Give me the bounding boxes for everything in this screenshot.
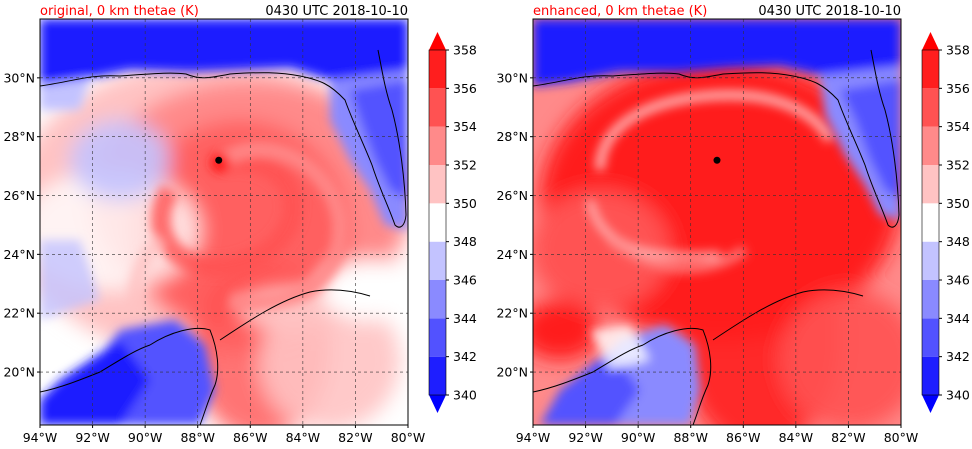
panel-original: original, 0 km thetae (K) 0430 UTC 2018-… [3, 4, 425, 445]
lon-tick-label: 82°W [831, 430, 866, 445]
colorbar-extend-high [922, 32, 939, 50]
colorbar-bin [429, 280, 446, 319]
colorbar-tick-label: 352 [946, 158, 970, 173]
colorbar-enhanced: 340 342 344 346 348 350 352 354 356 358 [921, 32, 970, 413]
colorbar-bin [429, 241, 446, 280]
panel-enhanced: enhanced, 0 km thetae (K) 0430 UTC 2018-… [496, 4, 919, 445]
colorbar-tick-label: 350 [453, 196, 477, 211]
colorbar-tick-label: 346 [453, 273, 477, 288]
panel-timestamp: 0430 UTC 2018-10-10 [758, 4, 901, 19]
colorbar-bin [429, 165, 446, 204]
lon-tick-label: 82°W [338, 430, 373, 445]
colorbar-bin [922, 88, 939, 127]
lon-axis: 94°W 92°W 90°W 88°W 86°W 84°W 82°W 80°W [516, 425, 919, 445]
map-frame [532, 18, 902, 426]
colorbar-tick-label: 342 [453, 349, 477, 364]
colorbar-tick-label: 356 [946, 81, 970, 96]
colorbar-extend-low [922, 395, 939, 413]
lat-tick-label: 20°N [496, 365, 528, 380]
lat-tick-label: 30°N [496, 70, 528, 85]
storm-center-marker [215, 156, 223, 164]
lat-tick-label: 22°N [496, 306, 528, 321]
colorbar-tick-label: 348 [453, 234, 477, 249]
lon-tick-label: 86°W [726, 430, 761, 445]
panel-timestamp: 0430 UTC 2018-10-10 [265, 4, 408, 19]
colorbar-tick-label: 354 [946, 119, 970, 134]
lon-tick-label: 80°W [391, 430, 426, 445]
lat-axis: 20°N 22°N 24°N 26°N 28°N 30°N [3, 70, 40, 380]
colorbar-bin [429, 126, 446, 165]
colorbar-tick-label: 346 [946, 273, 970, 288]
colorbar-bin [429, 88, 446, 127]
lon-tick-label: 90°W [621, 430, 656, 445]
colorbar-extend-low [429, 395, 446, 413]
lon-tick-label: 88°W [180, 430, 215, 445]
colorbar-extend-high [429, 32, 446, 50]
colorbar-tick-label: 348 [946, 234, 970, 249]
lon-tick-label: 90°W [128, 430, 163, 445]
map-frame [39, 18, 409, 426]
panel-title: original, 0 km thetae (K) [40, 4, 199, 19]
lat-tick-label: 22°N [3, 306, 35, 321]
lon-tick-label: 84°W [779, 430, 814, 445]
coastlines [533, 49, 900, 425]
colorbar-bin [429, 356, 446, 395]
lon-tick-label: 92°W [75, 430, 110, 445]
colorbar-bin [922, 50, 939, 89]
colorbar-tick-label: 340 [946, 388, 970, 403]
colorbar-original: 340 342 344 346 348 350 352 354 356 358 [428, 32, 477, 413]
colorbar-bin [922, 203, 939, 242]
lon-tick-label: 84°W [286, 430, 321, 445]
lon-tick-label: 94°W [23, 430, 58, 445]
lat-tick-label: 28°N [496, 129, 528, 144]
lat-tick-label: 24°N [496, 247, 528, 262]
lon-tick-label: 94°W [516, 430, 551, 445]
colorbar-tick-label: 344 [946, 311, 970, 326]
colorbar-frame [921, 49, 940, 396]
colorbar-tick-label: 356 [453, 81, 477, 96]
colorbar-bin [922, 356, 939, 395]
gridlines [533, 19, 901, 425]
lat-tick-label: 24°N [3, 247, 35, 262]
colorbar-tick-label: 358 [946, 43, 970, 58]
storm-center-marker [713, 156, 721, 164]
lat-axis: 20°N 22°N 24°N 26°N 28°N 30°N [496, 70, 533, 380]
colorbar-bin [922, 280, 939, 319]
lon-tick-label: 92°W [568, 430, 603, 445]
lat-tick-label: 26°N [3, 188, 35, 203]
colorbar-bin [922, 165, 939, 204]
colorbar-bin [429, 203, 446, 242]
colorbar-tick-label: 354 [453, 119, 477, 134]
colorbar-tick-label: 344 [453, 311, 477, 326]
map-field [533, 19, 901, 425]
map-field [40, 19, 408, 425]
colorbar-bin [429, 50, 446, 89]
lat-tick-label: 20°N [3, 365, 35, 380]
colorbar-frame [428, 49, 447, 396]
lon-tick-label: 80°W [884, 430, 919, 445]
colorbar-bin [922, 241, 939, 280]
lon-tick-label: 86°W [233, 430, 268, 445]
colorbar-bin [922, 318, 939, 357]
colorbar-bin [922, 126, 939, 165]
colorbar-tick-label: 342 [946, 349, 970, 364]
lat-tick-label: 30°N [3, 70, 35, 85]
colorbar-tick-label: 352 [453, 158, 477, 173]
gridlines [40, 19, 408, 425]
colorbar-tick-label: 350 [946, 196, 970, 211]
lat-tick-label: 28°N [3, 129, 35, 144]
lon-axis: 94°W 92°W 90°W 88°W 86°W 84°W 82°W 80°W [23, 425, 426, 445]
lat-tick-label: 26°N [496, 188, 528, 203]
colorbar-tick-label: 358 [453, 43, 477, 58]
colorbar-tick-label: 340 [453, 388, 477, 403]
lon-tick-label: 88°W [673, 430, 708, 445]
panel-title: enhanced, 0 km thetae (K) [533, 4, 707, 19]
colorbar-bin [429, 318, 446, 357]
